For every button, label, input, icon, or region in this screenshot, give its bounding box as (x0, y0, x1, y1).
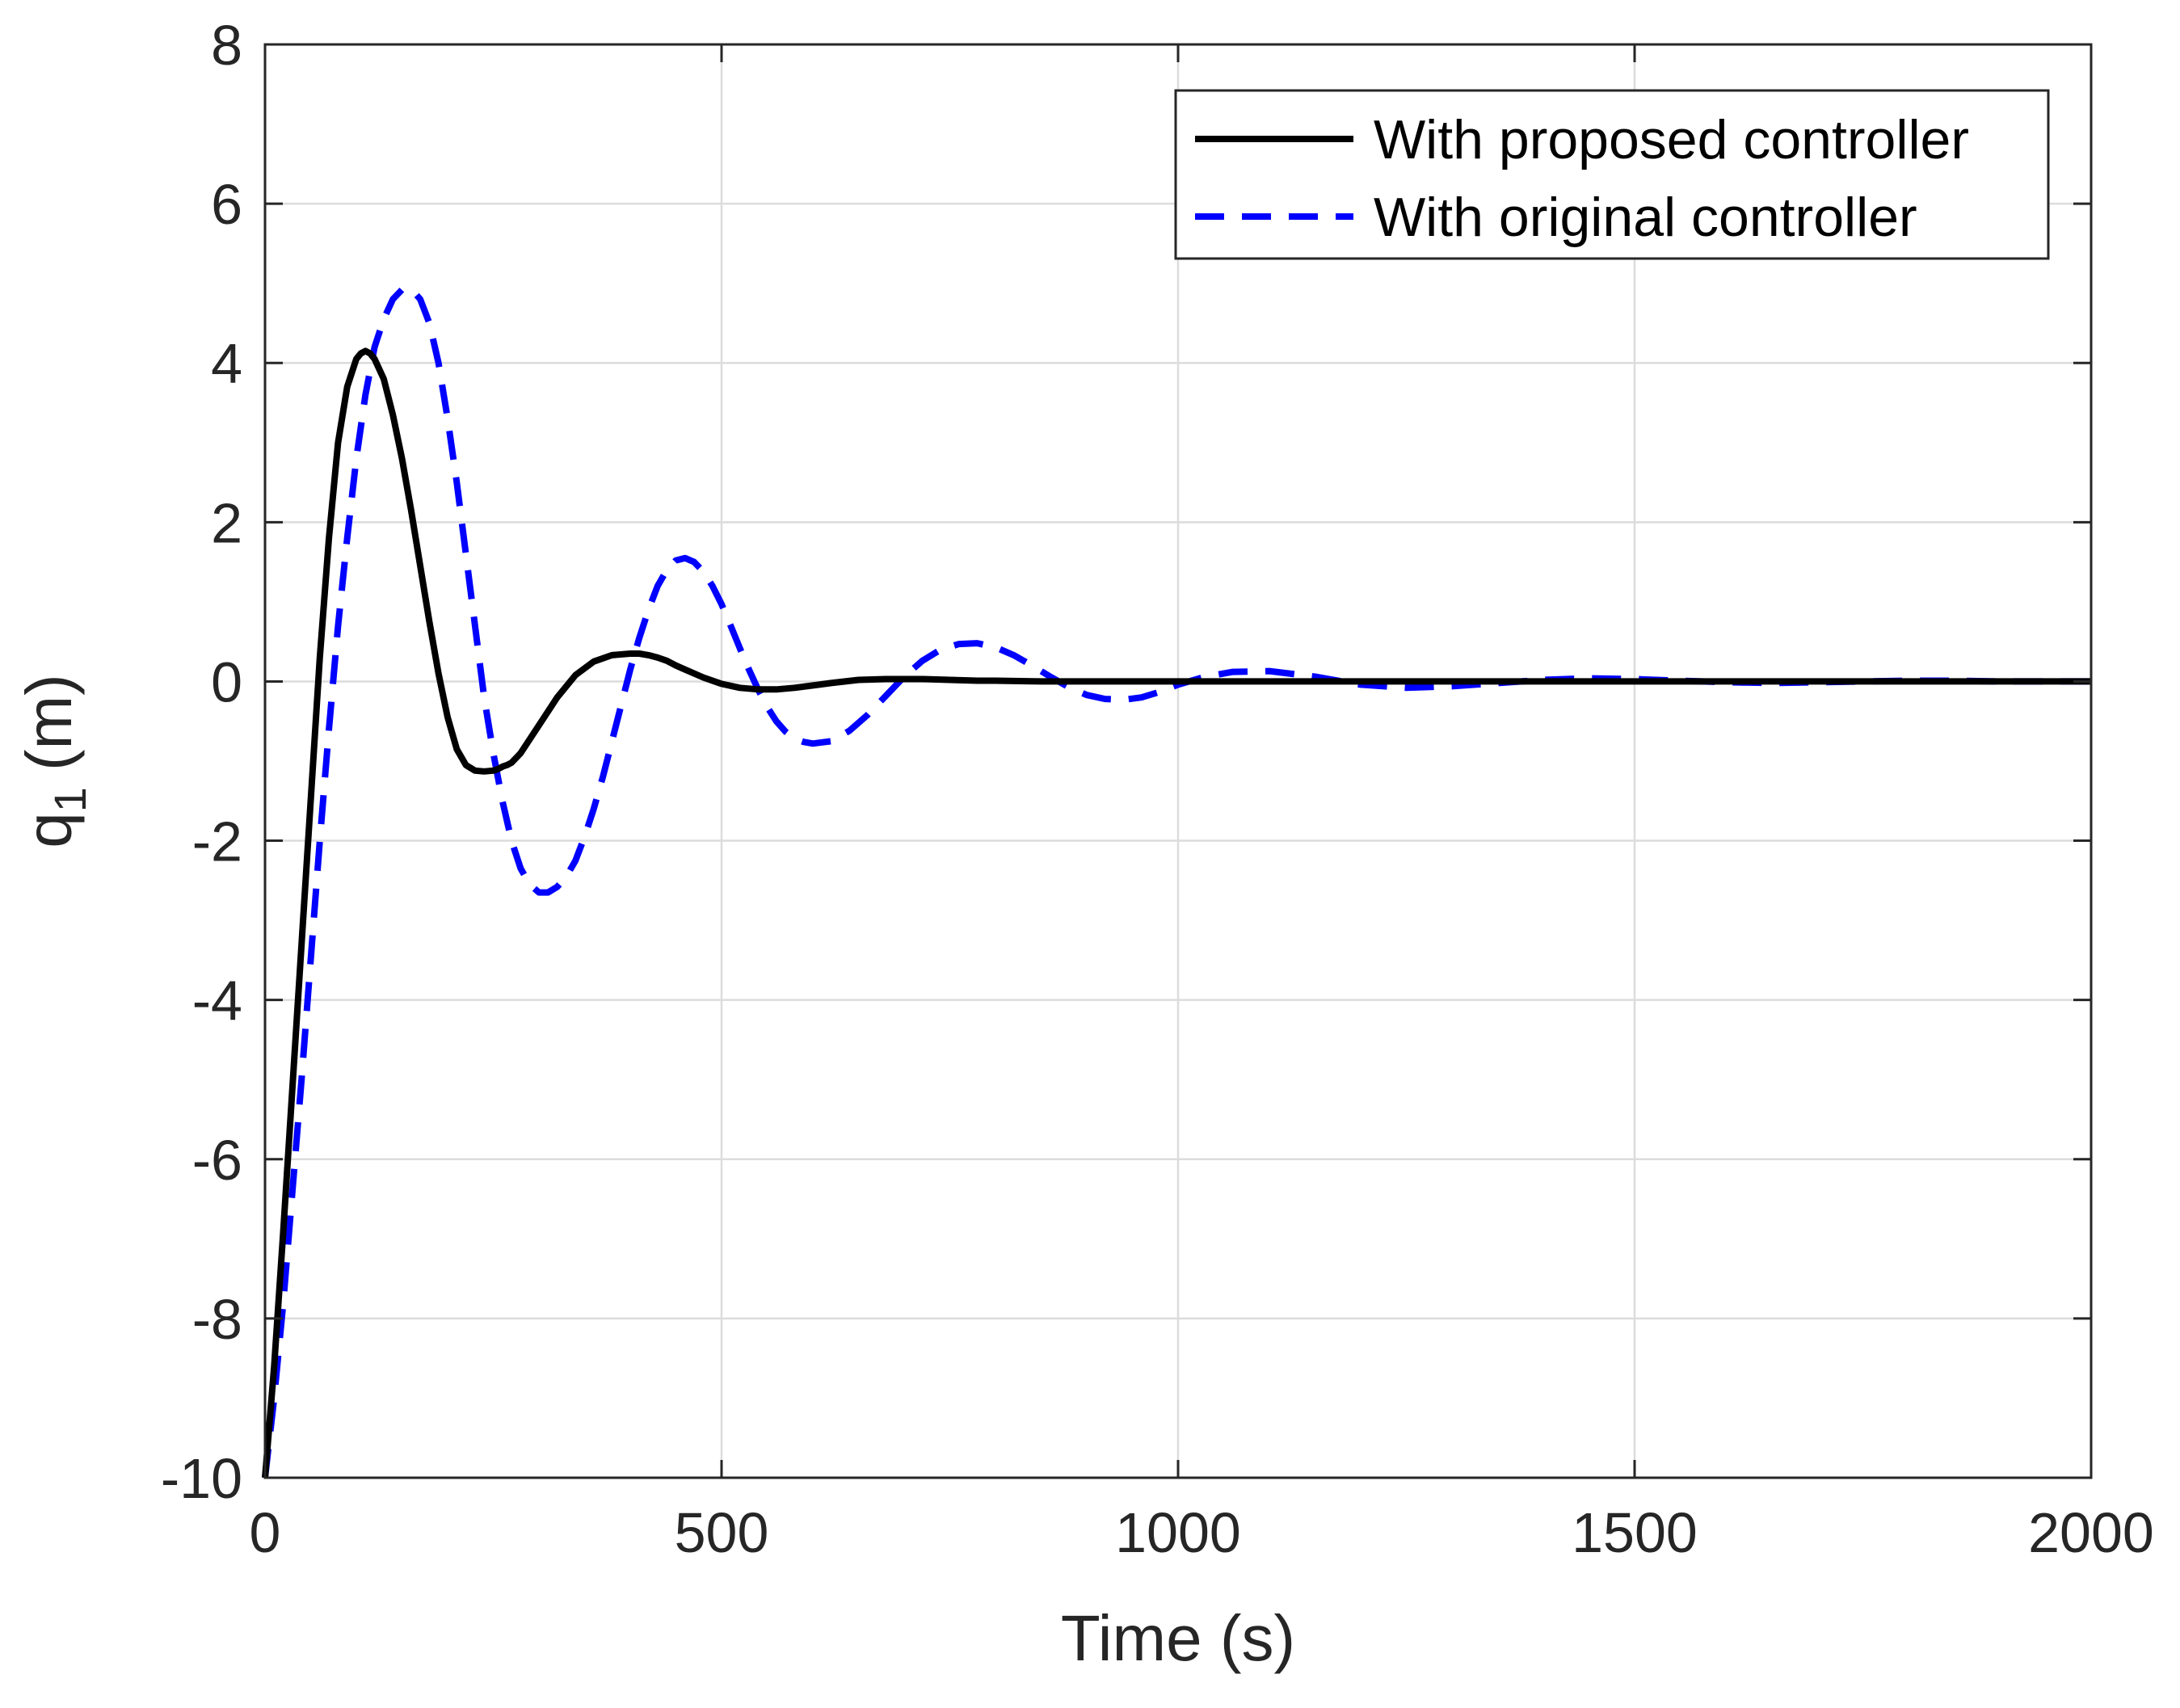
y-axis-label: q1 (m) (13, 674, 95, 848)
x-tick-label: 0 (250, 1501, 281, 1564)
y-axis-subscript: 1 (44, 787, 95, 812)
x-tick-label: 1500 (1572, 1501, 1698, 1564)
axis-ticks (263, 43, 2093, 1479)
tick-labels: 0 500 1000 1500 2000 -10 -8 -6 -4 -2 0 2 4 6 8 (161, 14, 2154, 1564)
y-axis-unit: (m) (13, 674, 85, 771)
y-tick-label: 0 (211, 650, 242, 713)
y-tick-label: -4 (192, 970, 242, 1033)
y-tick-label: 6 (211, 173, 242, 236)
x-axis-label: Time (s) (1061, 1602, 1295, 1674)
legend-label-original: With original controller (1374, 187, 1917, 248)
x-tick-label: 1000 (1115, 1501, 1241, 1564)
x-tick-label: 500 (675, 1501, 769, 1564)
y-tick-label: -6 (192, 1129, 242, 1192)
legend-box (1174, 89, 2050, 260)
y-tick-label: 4 (211, 332, 242, 395)
y-tick-label: -2 (192, 810, 242, 873)
y-axis-symbol: q (13, 812, 85, 848)
x-tick-label: 2000 (2028, 1501, 2154, 1564)
legend-label-proposed: With proposed controller (1374, 109, 1969, 170)
series-line-proposed (262, 347, 2091, 1479)
y-tick-label: -8 (192, 1288, 242, 1351)
y-tick-label: 8 (211, 14, 242, 77)
y-tick-label: 2 (211, 491, 242, 554)
svg-text:q1(m): q1 (m) (13, 674, 95, 848)
y-tick-label: -10 (161, 1447, 242, 1510)
series-line-original (262, 285, 2091, 1479)
plot-lines (262, 285, 2091, 1479)
legend: With proposed controller With original c… (1174, 89, 2050, 260)
